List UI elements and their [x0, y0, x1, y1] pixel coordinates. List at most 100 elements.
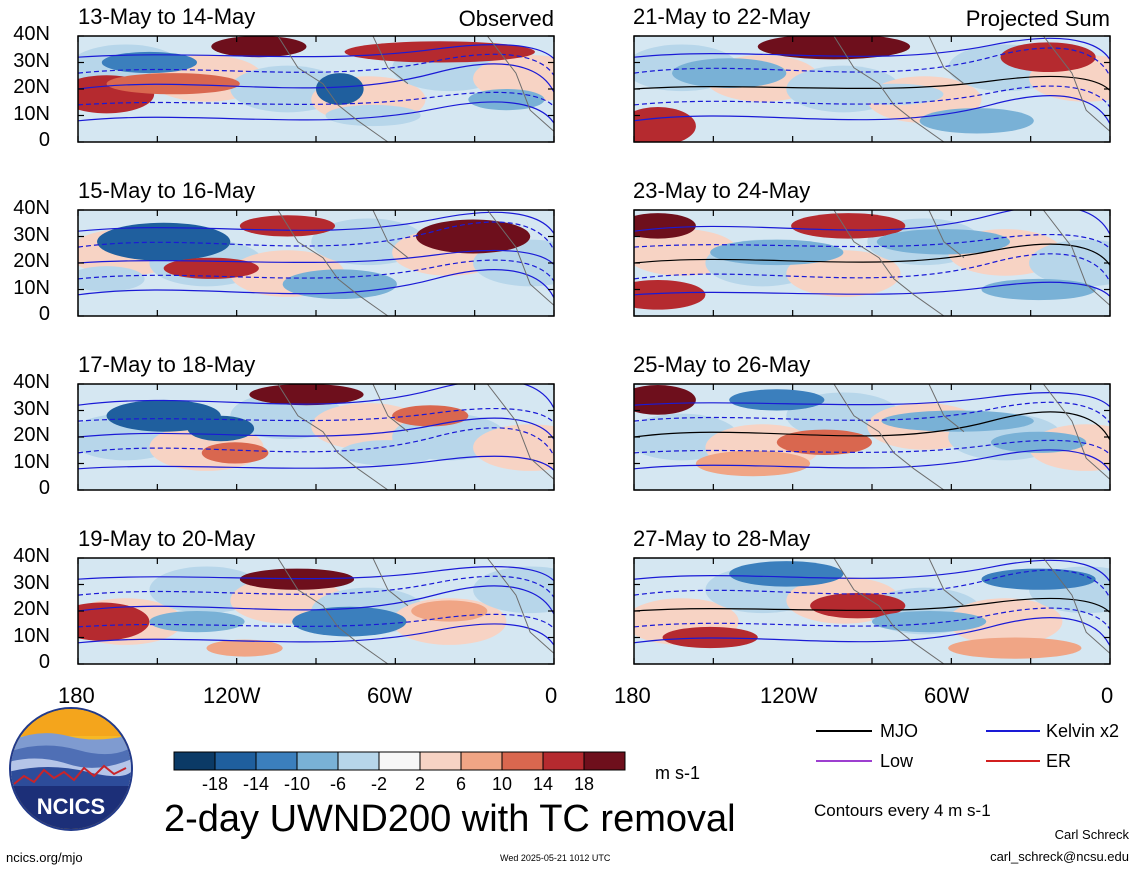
contour-line [634, 281, 1110, 297]
anomaly-blob [163, 257, 259, 279]
lat-label: 0 [38, 129, 50, 151]
colorbar-swatch [255, 751, 298, 771]
legend-label-er: ER [1046, 751, 1072, 771]
logo-text: NCICS [37, 794, 105, 819]
contour-line [78, 455, 554, 471]
colorbar-units: m s-1 [655, 763, 700, 783]
colorbar-swatch [542, 751, 585, 771]
lon-label-180-left: 180 [58, 683, 95, 708]
contour-line [634, 597, 1110, 613]
legend-label-mjo: MJO [880, 721, 918, 741]
contour-line [78, 384, 554, 409]
footer-url: ncics.org/mjo [6, 850, 83, 865]
colorbar-swatch [296, 751, 339, 771]
panel-title-left-3: 17-May to 18-May [78, 352, 256, 377]
legend-label-low: Low [880, 751, 914, 771]
panel-title-left-4: 19-May to 20-May [78, 526, 256, 551]
colorbar-label: -10 [284, 774, 310, 794]
anomaly-blob [78, 602, 150, 641]
contour-line [634, 401, 1110, 424]
colorbar-swatch [501, 751, 544, 771]
panel-title-left-2: 15-May to 16-May [78, 178, 256, 203]
colorbar-swatch [460, 751, 503, 771]
anomaly-blob [948, 637, 1082, 659]
coastline [833, 558, 1110, 664]
colorbar-label: 18 [574, 774, 594, 794]
contour-line [78, 221, 554, 251]
map-panel [77, 35, 555, 143]
lat-label: 20N [13, 76, 50, 98]
anomaly-blob [872, 611, 987, 633]
contour-line [634, 607, 1110, 630]
anomaly-blob [106, 73, 240, 95]
legend-label-kelvin: Kelvin x2 [1046, 721, 1120, 741]
lat-label: 40N [13, 197, 50, 219]
anomaly-blob [810, 592, 906, 619]
lon-label-120w-right: 120W [760, 683, 818, 708]
contour-line [634, 243, 1110, 266]
contour-line [634, 210, 1110, 235]
anomaly-blob [206, 639, 283, 657]
colorbar-label: 14 [533, 774, 553, 794]
anomaly-blob [634, 213, 696, 239]
lat-label: 30N [13, 397, 50, 420]
contour-line [634, 47, 1110, 77]
map-panel [77, 209, 555, 317]
lon-label-60w-right: 60W [924, 683, 970, 708]
coastline [277, 36, 554, 142]
lat-label: 20N [13, 598, 50, 620]
anomaly-blob [415, 219, 531, 254]
anomaly-blob [981, 568, 1096, 590]
contour-line [634, 37, 1110, 60]
coastline [277, 210, 554, 316]
anomaly-blob [634, 385, 696, 415]
colorbar-swatch [173, 751, 216, 771]
colorbar-swatch [583, 751, 626, 771]
colorbar-label: 2 [415, 774, 425, 794]
anomaly-blob [634, 279, 706, 310]
observed-tag: Observed [458, 6, 554, 31]
colorbar-label: 6 [456, 774, 466, 794]
ncics-logo: NCICS [9, 707, 133, 831]
lon-label-0-left: 0 [545, 683, 558, 708]
contour-line [634, 617, 1110, 646]
contour-line [634, 569, 1110, 599]
colorbar-label: -6 [330, 774, 346, 794]
anomaly-blob [695, 450, 811, 477]
anomaly-blob [249, 384, 364, 406]
contour-line [634, 95, 1110, 124]
colorbar: -18 -14 -10 -6 -2 2 6 10 14 18 [173, 751, 626, 794]
panel-title-right-3: 25-May to 26-May [633, 352, 811, 377]
colorbar-label: -18 [202, 774, 228, 794]
coastline [833, 210, 1110, 316]
anomaly-blob [344, 41, 535, 63]
legend-swatches-left [816, 730, 872, 762]
anomaly-blob [201, 442, 269, 464]
anomaly-blob [729, 389, 825, 411]
lat-label: 40N [13, 371, 50, 393]
contour-line [78, 44, 554, 59]
anomaly-blob [187, 415, 255, 442]
map-panel [633, 35, 1111, 143]
author-name: Carl Schreck [1054, 827, 1129, 842]
map-panel [633, 209, 1111, 317]
anomaly-blob [729, 561, 844, 587]
panel-title-left-1: 13-May to 14-May [78, 4, 256, 29]
contour-line [634, 449, 1110, 472]
contour-line [634, 411, 1110, 441]
anomaly-blob [881, 410, 1034, 432]
lat-label: 30N [13, 49, 50, 72]
anomaly-blob [991, 431, 1087, 453]
contour-line [634, 559, 1110, 582]
panel-title-right-4: 27-May to 28-May [633, 526, 811, 551]
panel-title-right-2: 23-May to 24-May [633, 178, 811, 203]
map-panels [77, 35, 1111, 665]
colorbar-label: -14 [243, 774, 269, 794]
coastline [833, 384, 1110, 490]
contour-note: Contours every 4 m s-1 [814, 801, 991, 820]
panel-title-right-1: 21-May to 22-May [633, 4, 811, 29]
contour-line [78, 53, 554, 76]
colorbar-swatch [337, 751, 380, 771]
anomaly-blob [634, 107, 696, 142]
anomaly-blob [791, 213, 906, 239]
